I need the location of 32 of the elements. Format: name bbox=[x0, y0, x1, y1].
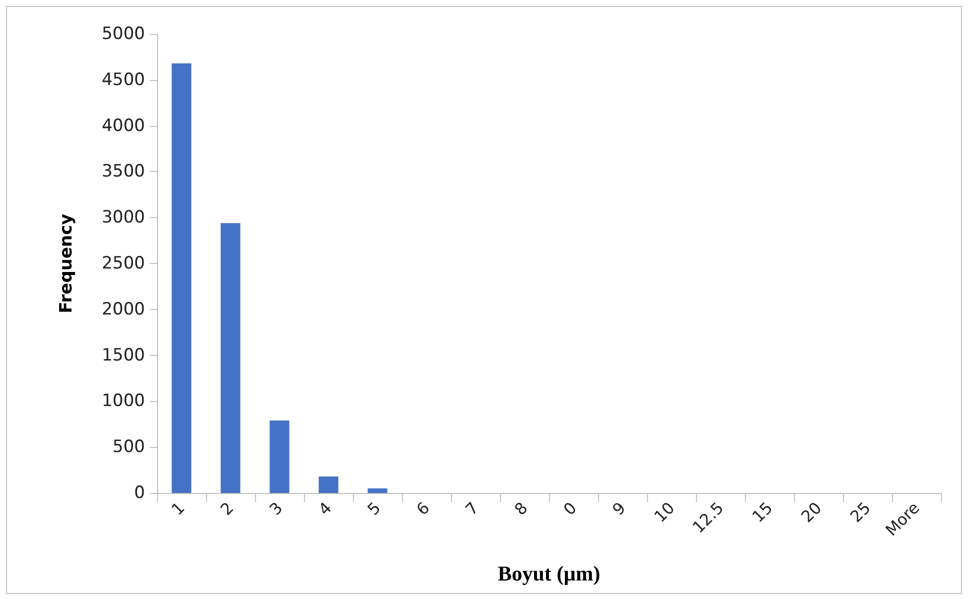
y-tick-label: 3500 bbox=[102, 162, 145, 182]
x-axis-title: Boyut (µm) bbox=[498, 562, 600, 586]
y-tick-label: 2000 bbox=[102, 299, 145, 320]
x-tick-label: 2 bbox=[216, 498, 238, 519]
y-tick-label: 1500 bbox=[102, 345, 145, 366]
x-tick-label: 6 bbox=[412, 498, 434, 519]
x-tick-label: 1 bbox=[168, 498, 188, 519]
x-tick-label: 25 bbox=[846, 498, 874, 526]
y-tick-label: 500 bbox=[112, 437, 145, 458]
y-tick-label: 1000 bbox=[102, 391, 145, 412]
bar bbox=[172, 63, 192, 493]
bar bbox=[368, 488, 388, 493]
x-tick-label: 9 bbox=[608, 498, 630, 519]
bar bbox=[220, 223, 240, 493]
x-tick-label: 8 bbox=[510, 498, 532, 519]
x-tick-label: 7 bbox=[462, 498, 482, 519]
y-axis-title: Frequency bbox=[56, 214, 76, 314]
y-tick-label: 2500 bbox=[102, 254, 145, 274]
x-tick-label: 4 bbox=[314, 498, 336, 519]
y-tick-label: 4000 bbox=[102, 116, 145, 136]
y-tick-label: 3000 bbox=[102, 208, 145, 228]
x-tick-label: 0 bbox=[560, 498, 580, 519]
x-tick-label: 20 bbox=[797, 498, 826, 526]
y-tick-label: 5000 bbox=[102, 24, 145, 44]
bar bbox=[318, 476, 338, 493]
x-tick-label: 3 bbox=[266, 498, 286, 519]
bar bbox=[270, 420, 290, 493]
y-tick-label: 0 bbox=[134, 483, 145, 503]
x-tick-label: 10 bbox=[650, 498, 678, 526]
y-tick-label: 4500 bbox=[102, 70, 145, 90]
x-tick-label: 5 bbox=[364, 498, 384, 519]
x-tick-label: 15 bbox=[748, 498, 776, 526]
